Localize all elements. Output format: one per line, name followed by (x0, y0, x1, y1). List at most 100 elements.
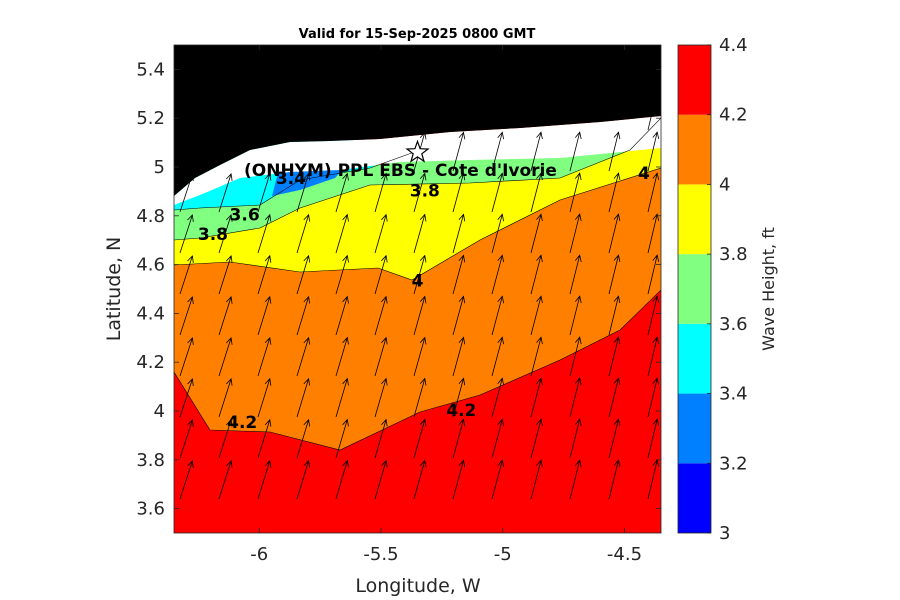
wave-arrow-head (536, 213, 543, 222)
wave-arrow-head (497, 213, 504, 222)
wave-arrow-shaft (413, 337, 426, 377)
wave-arrow-head (536, 418, 543, 427)
colorbar-label: Wave Height, ft (759, 227, 778, 351)
wave-arrow-head (187, 419, 194, 427)
wave-arrow-head (342, 377, 349, 386)
y-tick-label: 3.8 (136, 450, 165, 471)
wave-arrow-shaft (218, 173, 232, 213)
wave-arrow-shaft (335, 255, 348, 295)
wave-arrow-shaft (179, 378, 193, 418)
wave-arrow-shaft (647, 460, 658, 500)
wave-arrow-head (264, 418, 272, 427)
wave-arrow-shaft (530, 255, 542, 295)
wave-arrow-head (342, 295, 349, 304)
wave-arrow-shaft (257, 337, 271, 377)
wave-arrow-head (574, 295, 582, 304)
wave-arrow-head (613, 131, 621, 140)
wave-arrow-head (419, 172, 427, 181)
wave-arrow-shaft (530, 296, 542, 336)
wave-arrow-head (419, 377, 427, 386)
wave-arrow-shaft (413, 460, 426, 500)
wave-arrow-shaft (335, 296, 348, 336)
wave-arrow-shaft (647, 91, 658, 131)
wave-arrow-shaft (452, 132, 464, 172)
wave-arrow-shaft (491, 296, 503, 336)
wave-arrow-shaft (569, 173, 581, 213)
colorbar-segment (678, 323, 711, 394)
wave-arrow-shaft (608, 378, 619, 418)
wave-arrow-shaft (569, 337, 581, 377)
wave-arrow-head (652, 213, 660, 221)
wave-arrow-shaft (452, 173, 464, 213)
wave-arrow-shaft (608, 337, 619, 377)
wave-arrow-shaft (452, 214, 464, 254)
wave-arrow-shaft (569, 214, 581, 254)
wave-arrow-head (226, 173, 233, 181)
wave-arrow-shaft (569, 296, 581, 336)
wave-arrow-shaft (257, 419, 271, 459)
wave-arrow-shaft (491, 419, 503, 459)
y-tick-label: 4.8 (136, 206, 165, 227)
wave-arrow-head (458, 213, 466, 222)
station-star-icon (405, 139, 430, 163)
wave-arrow-head (342, 213, 349, 222)
contour-labels: 3.43.83.63.844.24.24 (198, 164, 650, 433)
wave-arrow-shaft (647, 378, 658, 418)
wave-arrow-head (303, 418, 311, 427)
y-tick-label: 4.2 (136, 352, 165, 373)
wave-arrow-head (264, 172, 272, 181)
wave-arrow-shaft (179, 460, 193, 500)
wave-arrow-head (574, 254, 582, 263)
wave-arrow-head (187, 378, 194, 386)
wave-arrow-head (652, 418, 660, 426)
wave-arrow-shaft (608, 419, 619, 459)
wave-arrow-head (226, 419, 233, 427)
wave-arrow-shaft (296, 419, 309, 459)
wave-arrow-head (381, 377, 388, 386)
wave-arrow-shaft (296, 214, 309, 254)
y-tick-label: 5.2 (136, 108, 165, 129)
wave-arrow-head (458, 295, 466, 304)
wave-arrow-head (613, 295, 621, 304)
wave-arrow-shaft (374, 419, 387, 459)
colorbar-segment (678, 254, 711, 324)
wave-arrow-shaft (218, 419, 232, 459)
wave-arrow-head (574, 459, 582, 468)
wave-arrow-head (458, 336, 466, 345)
wave-arrow-head (613, 213, 621, 222)
y-tick-label: 4.4 (136, 303, 165, 324)
colorbar-tick-label: 3.6 (719, 314, 748, 335)
wave-arrow-shaft (530, 419, 542, 459)
wave-arrow-shaft (335, 173, 348, 213)
wave-arrow-shaft (257, 173, 271, 213)
wave-arrow-head (226, 255, 233, 263)
wave-arrow-head (652, 254, 660, 262)
wave-arrow-shaft (179, 255, 193, 295)
wave-arrow-head (303, 377, 311, 386)
wave-arrow-shaft (374, 296, 387, 336)
colorbar-segment (678, 45, 711, 115)
wave-arrow-head (497, 336, 504, 345)
wave-arrow-shaft (491, 214, 503, 254)
wave-arrow-shaft (608, 132, 619, 172)
wave-arrow-shaft (257, 460, 271, 500)
wave-arrow-head (613, 254, 621, 263)
wave-arrow-shaft (335, 419, 348, 459)
land-mask (174, 45, 661, 196)
wave-arrow-shaft (647, 337, 658, 377)
y-tick-label: 5.4 (136, 59, 165, 80)
wave-arrow-head (226, 296, 233, 304)
wave-arrow-head (613, 172, 621, 181)
wave-arrow-shaft (647, 255, 658, 295)
wave-arrow-shaft (335, 337, 348, 377)
contour-label: 4.2 (227, 413, 257, 433)
wave-arrow-head (652, 336, 660, 344)
wave-arrow-head (652, 377, 660, 385)
wave-arrow-shaft (452, 255, 464, 295)
wave-arrow-head (574, 172, 582, 181)
wave-arrow-shaft (530, 337, 542, 377)
wave-arrow-shaft (569, 132, 581, 172)
wave-arrow-head (536, 131, 543, 140)
y-axis-ticks: 3.63.844.24.44.64.855.25.4 (136, 59, 661, 520)
